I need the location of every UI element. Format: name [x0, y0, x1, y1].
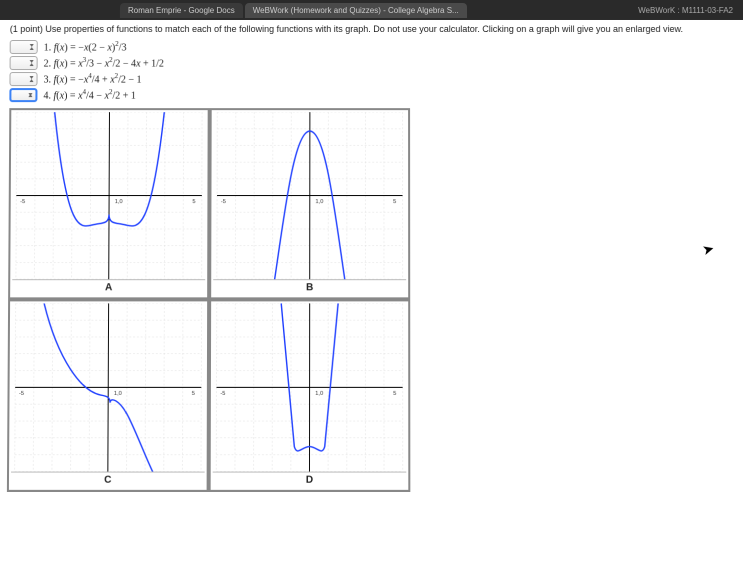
- graph-label-a: A: [12, 279, 205, 295]
- svg-text:1,0: 1,0: [315, 391, 323, 397]
- svg-text:-5: -5: [220, 391, 225, 397]
- tab-corner-label: WeBWorK : M1111-03-FA2: [638, 5, 733, 14]
- svg-text:5: 5: [393, 199, 396, 205]
- function-label-1: 1. f(x) = −x(2 − x)2/3: [44, 40, 127, 53]
- function-row: 4. f(x) = x4/4 − x2/2 + 1: [9, 88, 733, 102]
- graph-label-b: B: [213, 279, 406, 295]
- tab-label: Roman Emprie - Google Docs: [128, 5, 235, 14]
- function-label-2: 2. f(x) = x3/3 − x2/2 − 4x + 1/2: [44, 56, 164, 69]
- graph-cell-a[interactable]: -5 5 1,0 A: [8, 108, 210, 299]
- graph-svg-d: -5 5 1,0: [213, 303, 407, 471]
- svg-text:1,0: 1,0: [115, 199, 123, 205]
- svg-text:5: 5: [192, 199, 195, 205]
- problem-text: (1 point) Use properties of functions to…: [10, 24, 733, 34]
- browser-tab-bar: Roman Emprie - Google Docs WeBWork (Home…: [0, 0, 743, 20]
- graph-cell-b[interactable]: -5 5 1,0 B: [209, 108, 410, 299]
- graphs-grid: -5 5 1,0 A -5 5 1,0 B -5 5 1,0 C -5 5 1,0 D: [7, 108, 736, 492]
- tab-google-docs[interactable]: Roman Emprie - Google Docs: [120, 2, 243, 17]
- page-content: (1 point) Use properties of functions to…: [0, 20, 743, 496]
- function-row: 1. f(x) = −x(2 − x)2/3: [10, 40, 734, 54]
- svg-text:-5: -5: [20, 199, 25, 205]
- svg-text:-5: -5: [221, 199, 226, 205]
- points-label: (1 point): [10, 24, 43, 34]
- function-label-3: 3. f(x) = −x4/4 + x2/2 − 1: [44, 72, 142, 85]
- graph-svg-b: -5 5 1,0: [213, 112, 406, 279]
- graph-label-d: D: [213, 472, 407, 488]
- svg-text:5: 5: [393, 391, 396, 397]
- graph-cell-d[interactable]: -5 5 1,0 D: [209, 299, 411, 492]
- graph-svg-c: -5 5 1,0: [11, 303, 205, 471]
- svg-text:1,0: 1,0: [315, 199, 323, 205]
- graph-svg-a: -5 5 1,0: [12, 112, 205, 279]
- answer-select-1[interactable]: [10, 40, 38, 54]
- answer-select-3[interactable]: [9, 72, 37, 86]
- instruction-text: Use properties of functions to match eac…: [45, 24, 683, 34]
- answer-select-2[interactable]: [10, 56, 38, 70]
- tab-webwork[interactable]: WeBWork (Homework and Quizzes) - College…: [245, 2, 467, 17]
- graph-label-c: C: [11, 472, 205, 488]
- function-row: 2. f(x) = x3/3 − x2/2 − 4x + 1/2: [10, 56, 734, 70]
- svg-text:5: 5: [192, 391, 195, 397]
- answer-select-4[interactable]: [9, 88, 37, 102]
- tab-label: WeBWork (Homework and Quizzes) - College…: [253, 5, 459, 14]
- graph-cell-c[interactable]: -5 5 1,0 C: [7, 299, 209, 492]
- function-label-4: 4. f(x) = x4/4 − x2/2 + 1: [43, 88, 136, 101]
- function-row: 3. f(x) = −x4/4 + x2/2 − 1: [9, 72, 733, 86]
- svg-text:-5: -5: [19, 391, 24, 397]
- svg-text:1,0: 1,0: [114, 391, 122, 397]
